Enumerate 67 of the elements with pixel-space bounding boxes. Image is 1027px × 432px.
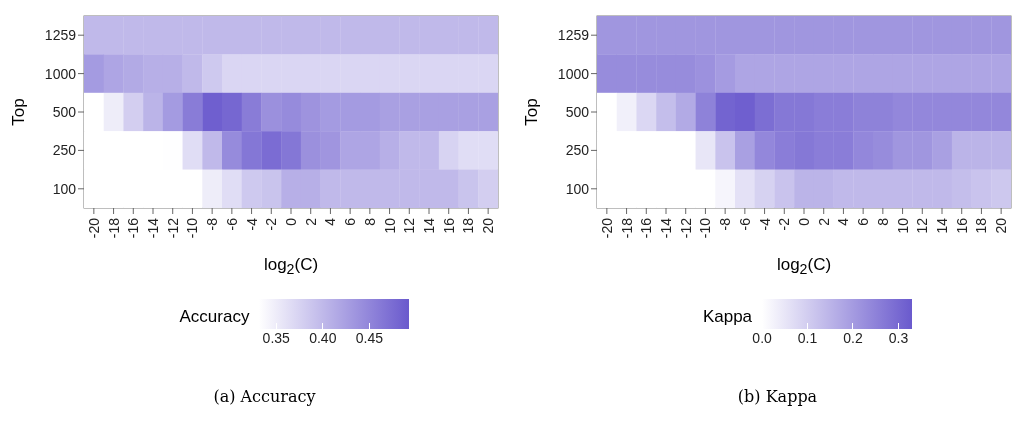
x-tick-label: 10 <box>381 217 398 234</box>
x-tick-label: -6 <box>736 217 753 231</box>
x-tick-label: 8 <box>874 217 891 226</box>
x-tick-label: 14 <box>421 217 437 234</box>
color-bar-title: Kappa <box>702 307 753 328</box>
x-tick-label: 6 <box>855 217 872 226</box>
color-bar-label: 0.35 <box>261 330 291 347</box>
y-axis-title: Top <box>9 98 29 126</box>
x-tick-label: 0 <box>796 217 812 226</box>
y-tick-label: 250 <box>565 142 590 159</box>
x-tick-label: 14 <box>934 217 950 234</box>
x-tick-label: -10 <box>697 217 714 239</box>
color-bar-label: 0.40 <box>308 330 338 347</box>
x-tick-label: -2 <box>776 217 793 231</box>
y-tick-label: 100 <box>565 180 590 197</box>
x-tick-label: 18 <box>973 217 990 234</box>
y-tick-label: 1000 <box>557 65 590 82</box>
x-tick-label: 4 <box>835 217 852 226</box>
x-tick-label: 6 <box>342 217 359 226</box>
x-tick-label: -18 <box>618 217 635 239</box>
y-tick-label: 250 <box>52 142 77 159</box>
x-tick-label: 16 <box>440 217 457 234</box>
color-bar-label: 0.0 <box>751 330 773 347</box>
x-tick-label: 8 <box>361 217 378 226</box>
color-bar-label: 0.2 <box>842 330 864 347</box>
y-tick-label: 1000 <box>44 65 77 82</box>
x-tick-label: -8 <box>204 217 221 231</box>
x-tick-label: -20 <box>598 217 615 239</box>
x-tick-label: 12 <box>401 217 418 234</box>
x-tick-label: 10 <box>894 217 911 234</box>
y-tick-label: 100 <box>52 180 77 197</box>
x-tick-label: 18 <box>460 217 477 234</box>
x-tick-label: -16 <box>125 217 142 239</box>
x-tick-label: 0 <box>283 217 299 226</box>
y-tick-label: 1259 <box>44 27 77 44</box>
color-bar-label: 0.45 <box>354 330 384 347</box>
x-tick-label: 2 <box>302 217 319 226</box>
x-tick-label: 12 <box>914 217 931 234</box>
x-tick-label: -10 <box>184 217 201 239</box>
color-bar-label: 0.3 <box>887 330 910 347</box>
x-tick-label: 16 <box>953 217 970 234</box>
x-tick-label: -12 <box>677 217 694 239</box>
x-tick-label: -4 <box>243 217 260 231</box>
x-axis-title: log$_{2}$(C) <box>775 255 833 278</box>
color-bar-title: Accuracy <box>179 307 250 328</box>
color-bar-label: 0.1 <box>796 330 819 347</box>
y-tick-label: 500 <box>565 103 590 120</box>
x-tick-label: -16 <box>638 217 655 239</box>
x-tick-label: -2 <box>263 217 280 231</box>
y-axis-title: Top <box>522 98 542 126</box>
x-tick-label: -4 <box>756 217 773 231</box>
x-tick-label: -8 <box>717 217 734 231</box>
y-tick-label: 1259 <box>557 27 590 44</box>
x-tick-label: -18 <box>105 217 122 239</box>
x-tick-label: 20 <box>993 217 1010 234</box>
x-tick-label: -6 <box>223 217 240 231</box>
text: (b) Kappa <box>736 387 819 407</box>
x-tick-label: 4 <box>322 217 339 226</box>
x-tick-label: -20 <box>85 217 102 239</box>
x-axis-title: log$_{2}$(C) <box>262 255 320 278</box>
y-tick-label: 500 <box>52 103 77 120</box>
text: (a) Accuracy <box>212 387 317 407</box>
x-tick-label: -14 <box>145 217 161 239</box>
x-tick-label: -14 <box>658 217 674 239</box>
x-tick-label: 20 <box>480 217 497 234</box>
x-tick-label: -12 <box>164 217 181 239</box>
x-tick-label: 2 <box>815 217 832 226</box>
